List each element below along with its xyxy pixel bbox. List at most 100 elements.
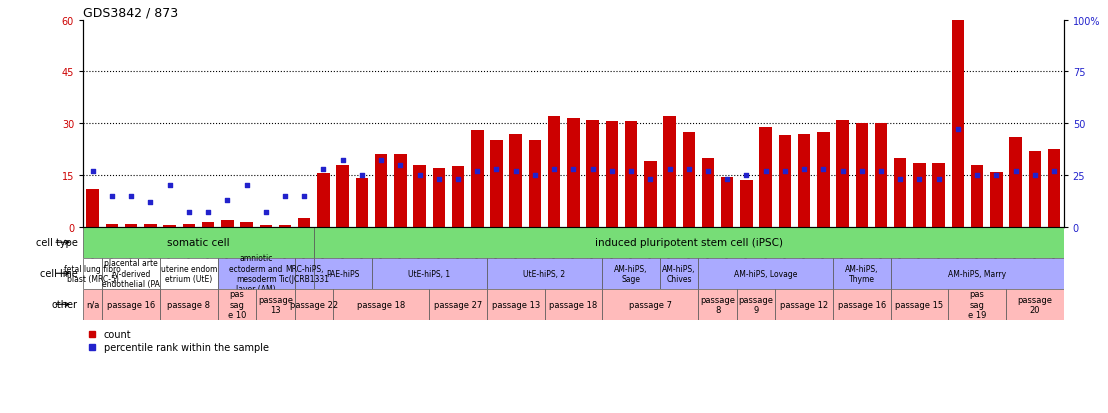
Text: pas
sag
e 19: pas sag e 19 bbox=[968, 290, 986, 319]
Point bbox=[757, 168, 774, 175]
Bar bbox=[1048, 150, 1060, 227]
Text: GDS3842 / 873: GDS3842 / 873 bbox=[83, 7, 178, 19]
Point bbox=[1007, 168, 1025, 175]
Text: passage
20: passage 20 bbox=[1017, 295, 1053, 314]
Point bbox=[122, 193, 140, 199]
Point bbox=[833, 168, 851, 175]
Point bbox=[526, 172, 544, 179]
Bar bbox=[606, 122, 618, 227]
Text: cell type: cell type bbox=[35, 237, 78, 248]
Text: passage 8: passage 8 bbox=[167, 300, 211, 309]
Bar bbox=[217, 258, 295, 289]
Text: cell line: cell line bbox=[40, 268, 78, 279]
Point bbox=[872, 168, 890, 175]
Bar bbox=[952, 21, 964, 227]
Bar bbox=[183, 224, 195, 227]
Point bbox=[449, 176, 466, 183]
Text: passage
13: passage 13 bbox=[258, 295, 293, 314]
Text: PAE-hiPS: PAE-hiPS bbox=[326, 269, 359, 278]
Point bbox=[296, 193, 314, 199]
Bar bbox=[102, 258, 160, 289]
Text: fetal lung fibro
blast (MRC-5): fetal lung fibro blast (MRC-5) bbox=[64, 264, 121, 283]
Bar bbox=[256, 289, 295, 320]
Bar bbox=[644, 162, 657, 227]
Text: MRC-hiPS,
Tic(JCRB1331: MRC-hiPS, Tic(JCRB1331 bbox=[279, 264, 330, 283]
Bar bbox=[432, 169, 445, 227]
Bar bbox=[295, 289, 334, 320]
Point bbox=[179, 209, 197, 216]
Bar bbox=[891, 289, 948, 320]
Bar bbox=[240, 222, 253, 227]
Point bbox=[680, 166, 698, 173]
Bar bbox=[83, 258, 102, 289]
Text: UtE-hiPS, 1: UtE-hiPS, 1 bbox=[408, 269, 450, 278]
Bar bbox=[160, 258, 217, 289]
Point bbox=[660, 166, 678, 173]
Bar bbox=[625, 122, 637, 227]
Bar bbox=[486, 258, 603, 289]
Point bbox=[103, 193, 121, 199]
Bar bbox=[586, 121, 598, 227]
Bar bbox=[86, 189, 99, 227]
Bar bbox=[603, 289, 698, 320]
Text: AM-hiPS, Lovage: AM-hiPS, Lovage bbox=[733, 269, 798, 278]
Bar bbox=[452, 167, 464, 227]
Bar bbox=[721, 177, 733, 227]
Text: AM-hiPS,
Sage: AM-hiPS, Sage bbox=[614, 264, 648, 283]
Text: passage 7: passage 7 bbox=[629, 300, 671, 309]
Bar bbox=[759, 127, 772, 227]
Bar bbox=[660, 258, 698, 289]
Point bbox=[218, 197, 236, 204]
Bar bbox=[375, 155, 388, 227]
Point bbox=[545, 166, 563, 173]
Point bbox=[814, 166, 832, 173]
Point bbox=[506, 168, 524, 175]
Bar bbox=[567, 119, 579, 227]
Point bbox=[738, 172, 756, 179]
Point bbox=[199, 209, 217, 216]
Bar bbox=[833, 289, 891, 320]
Bar bbox=[125, 224, 137, 227]
Bar bbox=[510, 134, 522, 227]
Text: passage 16: passage 16 bbox=[838, 300, 886, 309]
Text: passage
8: passage 8 bbox=[700, 295, 735, 314]
Bar bbox=[1028, 152, 1042, 227]
Bar bbox=[683, 133, 695, 227]
Point bbox=[564, 166, 583, 173]
Text: other: other bbox=[52, 299, 78, 310]
Point bbox=[642, 176, 659, 183]
Bar bbox=[429, 289, 486, 320]
Text: AM-hiPS,
Chives: AM-hiPS, Chives bbox=[663, 264, 696, 283]
Bar bbox=[371, 258, 486, 289]
Point bbox=[1026, 172, 1044, 179]
Bar bbox=[160, 289, 217, 320]
Text: passage 16: passage 16 bbox=[107, 300, 155, 309]
Bar bbox=[971, 165, 984, 227]
Bar bbox=[295, 258, 314, 289]
Point bbox=[411, 172, 429, 179]
Text: uterine endom
etrium (UtE): uterine endom etrium (UtE) bbox=[161, 264, 217, 283]
Bar bbox=[222, 220, 234, 227]
Bar bbox=[356, 179, 368, 227]
Text: induced pluripotent stem cell (iPSC): induced pluripotent stem cell (iPSC) bbox=[595, 237, 782, 248]
Point bbox=[161, 183, 178, 189]
Point bbox=[623, 168, 640, 175]
Point bbox=[891, 176, 909, 183]
Text: AM-hiPS,
Thyme: AM-hiPS, Thyme bbox=[845, 264, 879, 283]
Text: pas
sag
e 10: pas sag e 10 bbox=[228, 290, 246, 319]
Bar bbox=[698, 289, 737, 320]
Text: passage 22: passage 22 bbox=[290, 300, 338, 309]
Point bbox=[142, 199, 160, 206]
Bar bbox=[891, 258, 1064, 289]
Bar bbox=[490, 141, 503, 227]
Point bbox=[930, 176, 947, 183]
Bar bbox=[529, 141, 541, 227]
Point bbox=[315, 166, 332, 173]
Bar bbox=[664, 117, 676, 227]
Point bbox=[911, 176, 929, 183]
Bar bbox=[1006, 289, 1064, 320]
Text: AM-hiPS, Marry: AM-hiPS, Marry bbox=[948, 269, 1006, 278]
Point bbox=[1045, 168, 1063, 175]
Bar bbox=[737, 289, 776, 320]
Point bbox=[391, 162, 409, 169]
